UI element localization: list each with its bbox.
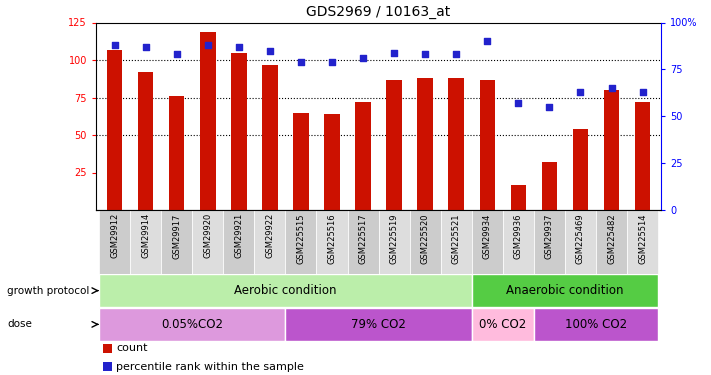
Bar <box>200 32 215 210</box>
Text: GSM29920: GSM29920 <box>203 213 213 258</box>
Point <box>264 48 276 54</box>
FancyBboxPatch shape <box>534 210 565 274</box>
Point <box>544 104 555 110</box>
FancyBboxPatch shape <box>255 210 285 274</box>
Bar <box>285 308 472 340</box>
Point <box>358 55 369 61</box>
Bar <box>510 184 526 210</box>
FancyBboxPatch shape <box>348 210 378 274</box>
Point <box>326 59 338 65</box>
Bar <box>169 96 184 210</box>
Text: GSM29937: GSM29937 <box>545 213 554 259</box>
Text: Anaerobic condition: Anaerobic condition <box>506 284 624 297</box>
Text: GSM225514: GSM225514 <box>638 213 647 264</box>
FancyBboxPatch shape <box>441 210 472 274</box>
Bar <box>324 114 340 210</box>
Text: dose: dose <box>7 320 32 329</box>
Bar <box>356 102 371 210</box>
Bar <box>542 162 557 210</box>
Text: GSM225516: GSM225516 <box>328 213 336 264</box>
Bar <box>479 80 495 210</box>
Bar <box>231 53 247 210</box>
Point <box>388 50 400 55</box>
Bar <box>107 50 122 210</box>
Text: GSM225519: GSM225519 <box>390 213 399 264</box>
Point <box>295 59 306 65</box>
Text: 100% CO2: 100% CO2 <box>565 318 627 331</box>
FancyBboxPatch shape <box>223 210 255 274</box>
Point <box>140 44 151 50</box>
Text: GSM225482: GSM225482 <box>607 213 616 264</box>
Text: GSM225469: GSM225469 <box>576 213 585 264</box>
Bar <box>262 64 278 210</box>
Bar <box>417 78 433 210</box>
Point <box>451 51 462 57</box>
Text: growth protocol: growth protocol <box>7 286 90 296</box>
Text: GSM29922: GSM29922 <box>265 213 274 258</box>
FancyBboxPatch shape <box>565 210 596 274</box>
Point <box>637 89 648 95</box>
Bar <box>472 274 658 307</box>
Bar <box>386 80 402 210</box>
Point <box>171 51 183 57</box>
Bar <box>573 129 588 210</box>
Text: percentile rank within the sample: percentile rank within the sample <box>116 362 304 372</box>
FancyBboxPatch shape <box>99 210 130 274</box>
Bar <box>293 112 309 210</box>
Text: GSM29912: GSM29912 <box>110 213 119 258</box>
Text: GSM225515: GSM225515 <box>296 213 306 264</box>
FancyBboxPatch shape <box>627 210 658 274</box>
Text: GSM29936: GSM29936 <box>514 213 523 259</box>
Bar <box>449 78 464 210</box>
Point <box>481 38 493 44</box>
Text: Aerobic condition: Aerobic condition <box>234 284 337 297</box>
Bar <box>635 102 651 210</box>
Bar <box>604 90 619 210</box>
Point <box>109 42 120 48</box>
Text: GSM225517: GSM225517 <box>358 213 368 264</box>
Text: 0.05%CO2: 0.05%CO2 <box>161 318 223 331</box>
FancyBboxPatch shape <box>130 210 161 274</box>
Bar <box>99 308 285 340</box>
Text: 79% CO2: 79% CO2 <box>351 318 406 331</box>
Bar <box>138 72 154 210</box>
Point <box>202 42 213 48</box>
Point <box>513 100 524 106</box>
FancyBboxPatch shape <box>285 210 316 274</box>
Text: GSM29914: GSM29914 <box>141 213 150 258</box>
Point <box>419 51 431 57</box>
Text: GSM29934: GSM29934 <box>483 213 492 259</box>
Point <box>574 89 586 95</box>
Text: count: count <box>116 343 147 353</box>
FancyBboxPatch shape <box>472 210 503 274</box>
FancyBboxPatch shape <box>378 210 410 274</box>
FancyBboxPatch shape <box>192 210 223 274</box>
FancyBboxPatch shape <box>596 210 627 274</box>
Title: GDS2969 / 10163_at: GDS2969 / 10163_at <box>306 5 451 19</box>
Text: GSM29917: GSM29917 <box>172 213 181 259</box>
FancyBboxPatch shape <box>316 210 348 274</box>
Point <box>233 44 245 50</box>
Text: 0% CO2: 0% CO2 <box>479 318 526 331</box>
Point <box>606 85 617 91</box>
FancyBboxPatch shape <box>410 210 441 274</box>
Text: GSM225521: GSM225521 <box>451 213 461 264</box>
FancyBboxPatch shape <box>503 210 534 274</box>
Bar <box>534 308 658 340</box>
Bar <box>472 308 534 340</box>
Bar <box>99 274 472 307</box>
FancyBboxPatch shape <box>161 210 192 274</box>
Text: GSM29921: GSM29921 <box>235 213 243 258</box>
Text: GSM225520: GSM225520 <box>421 213 429 264</box>
